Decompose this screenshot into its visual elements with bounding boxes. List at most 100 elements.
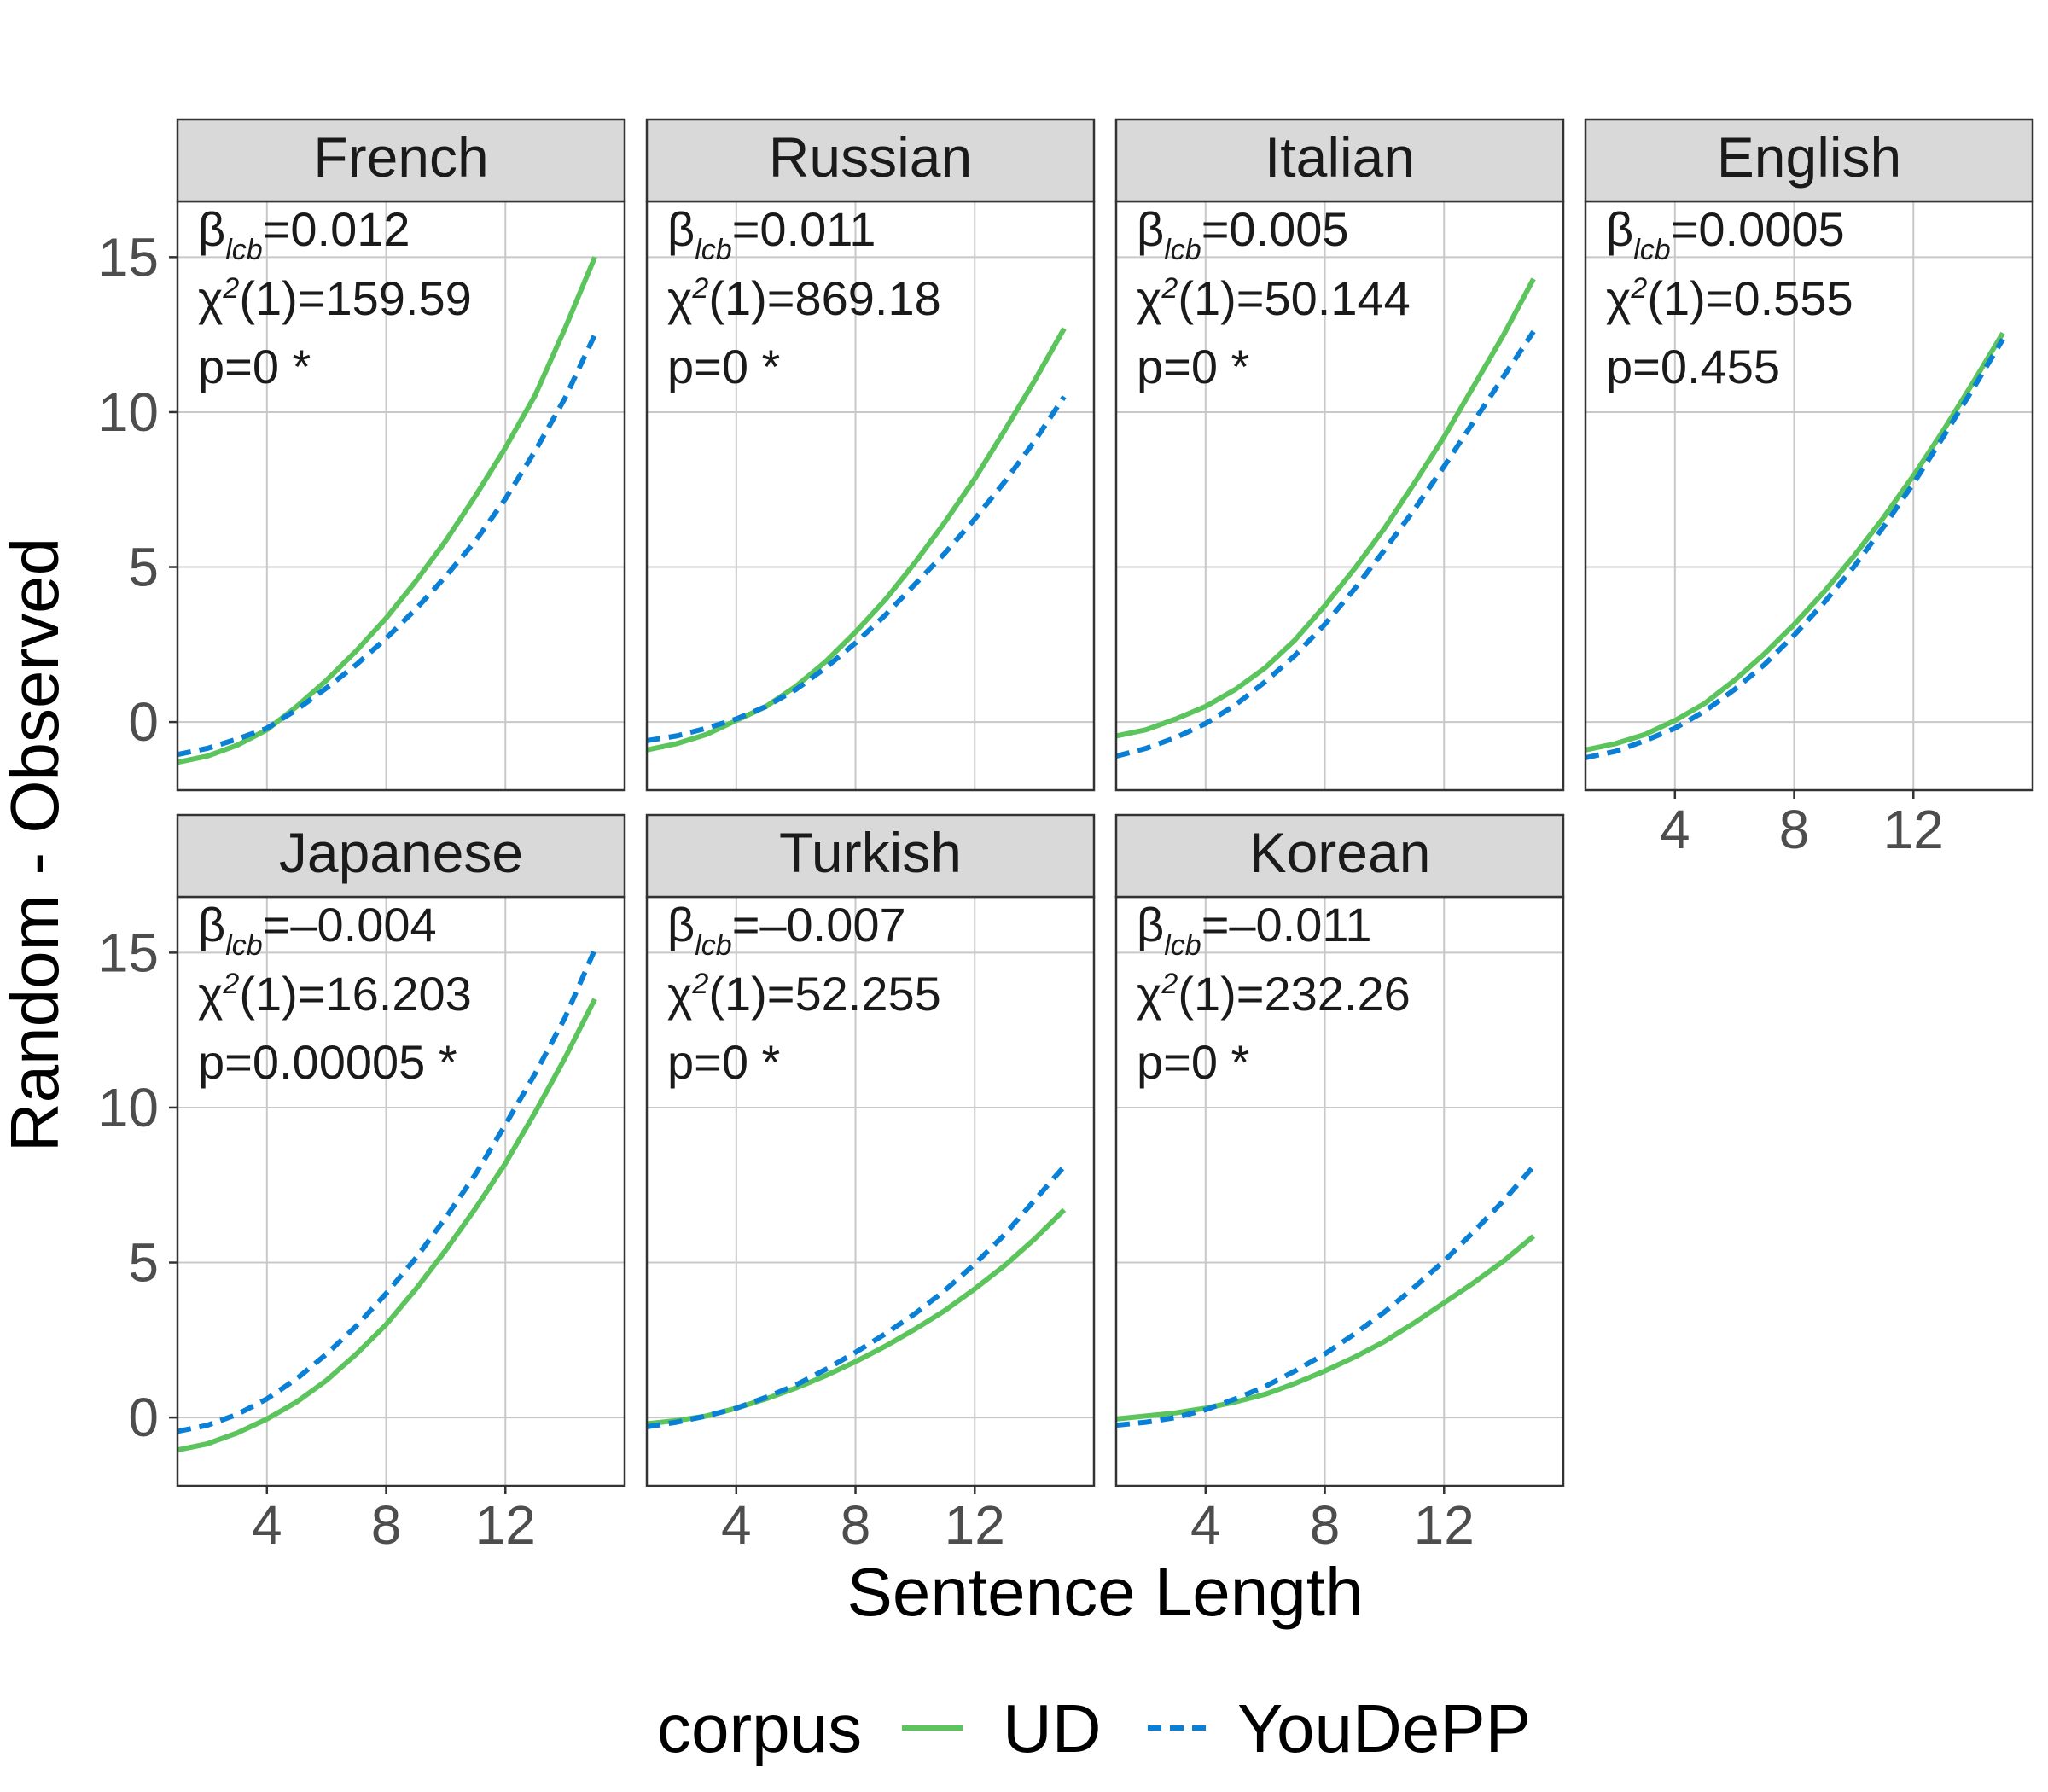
series-line-ud xyxy=(1115,1234,1536,1422)
strip-background xyxy=(176,118,626,203)
y-tick-label: 0 xyxy=(128,691,159,753)
beta-stat: βlcb=0.005 xyxy=(1137,202,1349,266)
panel-background xyxy=(1585,201,2033,790)
gridlines xyxy=(647,201,1094,790)
panel-background xyxy=(1116,897,1563,1486)
strip-label: English xyxy=(1717,125,1901,189)
x-tick-label: 4 xyxy=(721,1494,752,1556)
series-line-youdepp xyxy=(1115,1164,1536,1428)
p-value-stat: p=0.00005 * xyxy=(198,1035,457,1089)
x-tick-label: 12 xyxy=(1414,1494,1475,1556)
series-line-ud xyxy=(177,998,597,1453)
x-tick-label: 8 xyxy=(371,1494,402,1556)
strip-label: Russian xyxy=(769,125,972,189)
legend: corpus UD YouDePP xyxy=(657,1690,1531,1766)
chi-square-stat: χ2(1)=50.144 xyxy=(1137,271,1411,325)
strip-background xyxy=(645,813,1096,899)
panel-background xyxy=(647,201,1094,790)
series-line-youdepp xyxy=(177,333,597,758)
beta-stat: βlcb=0.012 xyxy=(198,202,410,266)
x-axis-title: Sentence Length xyxy=(847,1554,1364,1630)
panel-background xyxy=(177,201,625,790)
legend-label-youdepp: YouDePP xyxy=(1237,1690,1531,1766)
gridlines xyxy=(1116,201,1563,790)
chi-square-stat: χ2(1)=52.255 xyxy=(667,967,941,1021)
chi-square-stat: χ2(1)=159.59 xyxy=(198,271,472,325)
p-value-stat: p=0 * xyxy=(667,340,780,393)
p-value-stat: p=0 * xyxy=(1137,1035,1249,1089)
strip-label: Italian xyxy=(1265,125,1415,189)
strip-background xyxy=(1584,118,2034,203)
panel-background xyxy=(647,897,1094,1486)
strip-label: Japanese xyxy=(279,821,523,884)
chi-square-stat: χ2(1)=16.203 xyxy=(198,967,472,1021)
beta-stat: βlcb=0.011 xyxy=(667,202,876,266)
p-value-stat: p=0 * xyxy=(1137,340,1249,393)
x-tick-label: 12 xyxy=(475,1494,536,1556)
panel-background xyxy=(1116,201,1563,790)
series-line-youdepp xyxy=(177,948,597,1434)
strip-background xyxy=(1114,813,1565,899)
axes-layer: 0 5 10 15 4 8 12 0 5 10 15 4 8 12 4 8 12 4 8 12 xyxy=(98,226,1944,1556)
legend-label-ud: UD xyxy=(1003,1690,1102,1766)
gridlines xyxy=(1116,897,1563,1486)
x-tick-label: 12 xyxy=(945,1494,1005,1556)
gridlines xyxy=(177,897,625,1486)
strip-label: French xyxy=(313,125,488,189)
series-line-youdepp xyxy=(1115,329,1536,759)
panel-background xyxy=(177,897,625,1486)
p-value-stat: p=0 * xyxy=(667,1035,780,1089)
beta-stat: βlcb=0.0005 xyxy=(1606,202,1845,266)
x-tick-label: 4 xyxy=(1190,1494,1221,1556)
legend-title: corpus xyxy=(657,1690,862,1766)
series-line-ud xyxy=(646,327,1067,753)
strip-label: Turkish xyxy=(779,821,962,884)
x-tick-label: 8 xyxy=(1310,1494,1341,1556)
series-line-ud xyxy=(177,256,597,765)
series-line-youdepp xyxy=(646,395,1067,743)
series-line-youdepp xyxy=(646,1164,1067,1429)
beta-stat: βlcb=–0.004 xyxy=(198,898,437,962)
y-tick-label: 5 xyxy=(128,537,159,598)
series-line-ud xyxy=(1115,277,1536,739)
strip-background xyxy=(645,118,1096,203)
chi-square-stat: χ2(1)=0.555 xyxy=(1606,271,1853,325)
beta-stat: βlcb=–0.011 xyxy=(1137,898,1372,962)
y-tick-label: 15 xyxy=(98,226,159,288)
chi-square-stat: χ2(1)=869.18 xyxy=(667,271,941,325)
chi-square-stat: χ2(1)=232.26 xyxy=(1137,967,1411,1021)
gridlines xyxy=(647,897,1094,1486)
p-value-stat: p=0 * xyxy=(198,340,311,393)
y-tick-label: 15 xyxy=(98,922,159,983)
x-tick-label: 8 xyxy=(841,1494,871,1556)
x-tick-label: 4 xyxy=(1660,799,1690,860)
x-tick-label: 8 xyxy=(1779,799,1810,860)
y-axis-title: Random - Observed xyxy=(0,538,73,1152)
beta-stat: βlcb=–0.007 xyxy=(667,898,906,962)
p-value-stat: p=0.455 xyxy=(1606,340,1780,393)
series-line-youdepp xyxy=(1585,338,2005,760)
strip-background xyxy=(176,813,626,899)
x-tick-label: 4 xyxy=(252,1494,282,1556)
y-tick-label: 10 xyxy=(98,1077,159,1138)
strip-label: Korean xyxy=(1249,821,1431,884)
x-tick-label: 12 xyxy=(1883,799,1944,860)
series-line-ud xyxy=(1585,331,2005,753)
y-tick-label: 10 xyxy=(98,381,159,443)
